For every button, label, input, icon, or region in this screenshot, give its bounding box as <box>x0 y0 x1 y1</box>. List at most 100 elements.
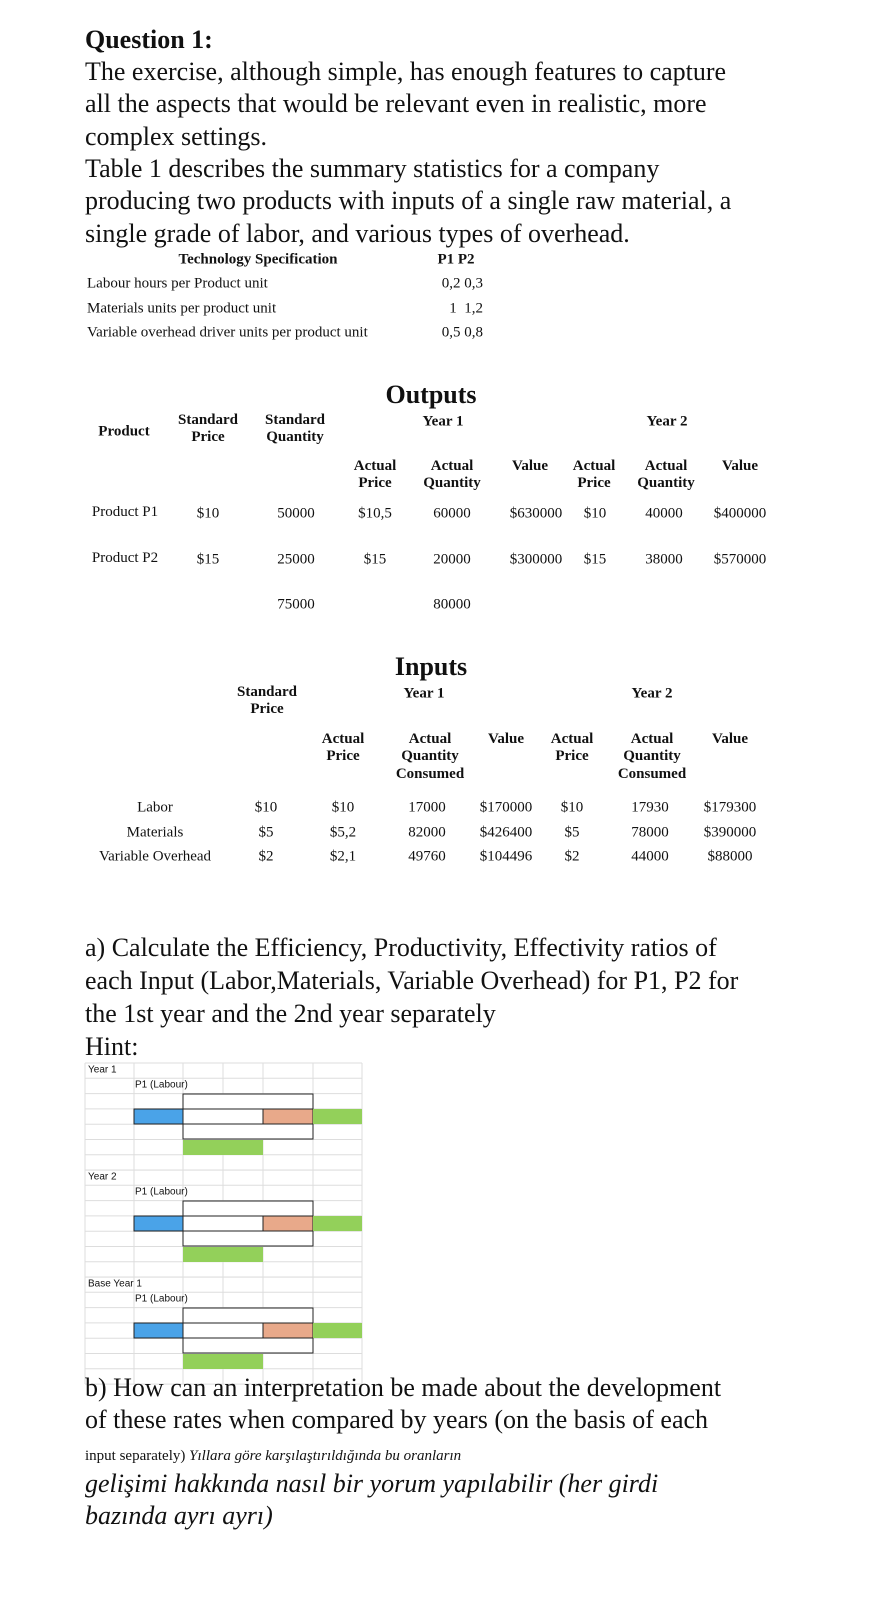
table-cell: $5 <box>258 823 274 840</box>
table-header: Technology Specification <box>178 251 338 268</box>
table-cell: $630000 <box>509 505 563 522</box>
hint-box <box>182 1215 264 1232</box>
paragraph-line: gelişimi hakkında nasıl bir yorum yapıla… <box>85 1469 659 1499</box>
table-cell: 50000 <box>277 505 315 522</box>
table-cell: $10 <box>331 799 355 816</box>
table-cell: $390000 <box>703 823 757 840</box>
table-cell: 0,2 0,3 <box>441 275 483 292</box>
table-total: 80000 <box>433 596 471 613</box>
table-header: Year 1 <box>403 685 445 702</box>
table-cell: 0,5 0,8 <box>441 324 483 341</box>
hint-blue <box>133 1108 184 1125</box>
table-header: P1 P2 <box>437 251 475 268</box>
table-header: Actual Price <box>321 731 365 765</box>
table-cell: $179300 <box>703 799 757 816</box>
hint-green <box>183 1247 263 1262</box>
table-cell: $15 <box>196 551 220 568</box>
hint-green <box>313 1323 362 1338</box>
row-label: Product P1 <box>91 504 159 520</box>
table-cell: $10 <box>196 505 220 522</box>
table-cell: Labour hours per Product unit <box>87 275 268 292</box>
table-header: Actual Price <box>353 458 397 492</box>
table-cell: $104496 <box>479 848 533 865</box>
table-header: Standard Price <box>236 684 298 718</box>
row-label: Labor <box>137 799 173 816</box>
table-cell: $88000 <box>707 848 753 865</box>
hint-salmon <box>262 1108 314 1125</box>
table-cell: $170000 <box>479 799 533 816</box>
hint-box <box>182 1200 314 1217</box>
table-cell: $426400 <box>479 823 533 840</box>
paragraph-line: of these rates when compared by years (o… <box>85 1405 709 1435</box>
table-cell: $2 <box>564 848 580 865</box>
hint-salmon <box>262 1215 314 1232</box>
hint-block-label: Year 2 <box>88 1171 117 1183</box>
table-cell: Variable overhead driver units per produ… <box>87 324 368 341</box>
table-header: Standard Price <box>177 412 239 446</box>
table-cell: 17930 <box>631 799 669 816</box>
table-cell: $15 <box>363 551 387 568</box>
paragraph-line: complex settings. <box>85 121 267 151</box>
table-header: Value <box>511 458 549 474</box>
hint-box <box>182 1307 314 1324</box>
hint-block-label: Year 1 <box>88 1064 117 1076</box>
hint-box <box>182 1108 264 1125</box>
row-label: Product P2 <box>91 550 159 566</box>
table-header: Actual Price <box>572 458 616 492</box>
table-header: Actual Quantity <box>637 458 695 492</box>
table-cell: 1 1,2 <box>449 299 483 316</box>
hint-block-sublabel: P1 (Labour) <box>135 1293 188 1305</box>
hint-green <box>313 1109 362 1124</box>
table-cell: 20000 <box>433 551 471 568</box>
hint-block-sublabel: P1 (Labour) <box>135 1079 188 1091</box>
hint-box <box>182 1337 314 1354</box>
table-cell: $10 <box>583 505 607 522</box>
hint-salmon <box>262 1322 314 1339</box>
table-cell: 17000 <box>408 799 446 816</box>
paragraph-line: the 1st year and the 2nd year separately <box>85 999 496 1029</box>
hint-blue <box>133 1322 184 1339</box>
table-header: Value <box>711 731 749 747</box>
section-title: Outputs <box>385 380 477 410</box>
paragraph-line: b) How can an interpretation be made abo… <box>85 1373 722 1403</box>
table-header: Year 2 <box>646 413 688 430</box>
section-title: Inputs <box>394 652 468 682</box>
table-cell: $570000 <box>713 551 767 568</box>
paragraph-line: a) Calculate the Efficiency, Productivit… <box>85 933 717 963</box>
table-cell: 49760 <box>408 848 446 865</box>
table-cell: 78000 <box>631 823 669 840</box>
table-header: Value <box>487 731 525 747</box>
table-cell: 25000 <box>277 551 315 568</box>
table-cell: $2 <box>258 848 274 865</box>
table-cell: $300000 <box>509 551 563 568</box>
question-title: Question 1: <box>85 25 213 55</box>
hint-green <box>183 1140 263 1155</box>
table-cell: $2,1 <box>329 848 357 865</box>
hint-blue <box>133 1215 184 1232</box>
table-cell: $10,5 <box>358 505 392 522</box>
text-span: input separately) <box>85 1448 190 1465</box>
hint-block-label: Base Year 1 <box>88 1278 142 1290</box>
table-header: Actual Price <box>550 731 594 765</box>
table-total: 75000 <box>277 596 315 613</box>
table-header: Year 2 <box>631 685 673 702</box>
paragraph-line: single grade of labor, and various types… <box>85 218 630 248</box>
paragraph-line: The exercise, although simple, has enoug… <box>85 57 727 87</box>
paragraph-line: input separately) Yıllara göre karşılaşt… <box>85 1437 461 1467</box>
table-cell: 40000 <box>645 505 683 522</box>
table-cell: 60000 <box>433 505 471 522</box>
hint-label: Hint: <box>85 1032 139 1062</box>
table-header: Value <box>721 458 759 474</box>
hint-box <box>182 1123 314 1140</box>
table-header: Product <box>98 423 150 440</box>
table-cell: $10 <box>254 799 278 816</box>
hint-box <box>182 1093 314 1110</box>
table-cell: $400000 <box>713 505 767 522</box>
row-label: Variable Overhead <box>98 848 212 865</box>
paragraph-line: bazında ayrı ayrı) <box>85 1501 273 1531</box>
row-label: Materials <box>126 823 184 840</box>
paragraph-line: Table 1 describes the summary statistics… <box>85 153 660 183</box>
hint-green <box>313 1216 362 1231</box>
